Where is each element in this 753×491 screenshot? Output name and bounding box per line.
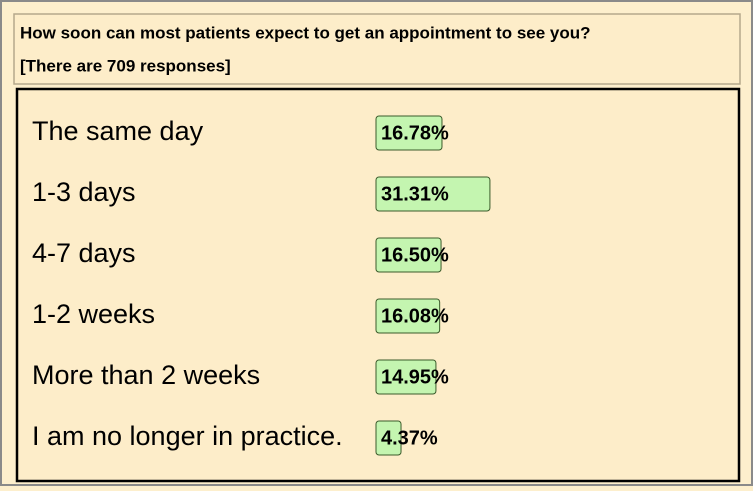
value-label: 16.08%	[381, 305, 449, 327]
bar	[375, 359, 437, 395]
value-label: 16.78%	[381, 122, 449, 144]
category-label: More than 2 weeks	[32, 360, 260, 390]
question-title: How soon can most patients expect to get…	[20, 23, 591, 42]
value-label: 31.31%	[381, 183, 449, 205]
bar	[375, 115, 443, 151]
results: The same day 16.78% 1-3 days 31.31% 4-7 days…	[32, 115, 491, 456]
category-label: 1-3 days	[32, 177, 136, 207]
value-label: 4.37%	[381, 427, 438, 449]
bar	[375, 176, 491, 212]
bar	[375, 298, 441, 334]
response-count: [There are 709 responses]	[20, 56, 231, 75]
value-label: 16.50%	[381, 244, 449, 266]
category-label: 1-2 weeks	[32, 299, 155, 329]
bar	[375, 420, 402, 456]
bar	[375, 237, 442, 273]
results-box	[15, 87, 741, 483]
value-label: 14.95%	[381, 366, 449, 388]
category-label: I am no longer in practice.	[32, 421, 343, 451]
category-label: The same day	[32, 116, 204, 146]
category-label: 4-7 days	[32, 238, 136, 268]
question-box	[13, 13, 741, 85]
